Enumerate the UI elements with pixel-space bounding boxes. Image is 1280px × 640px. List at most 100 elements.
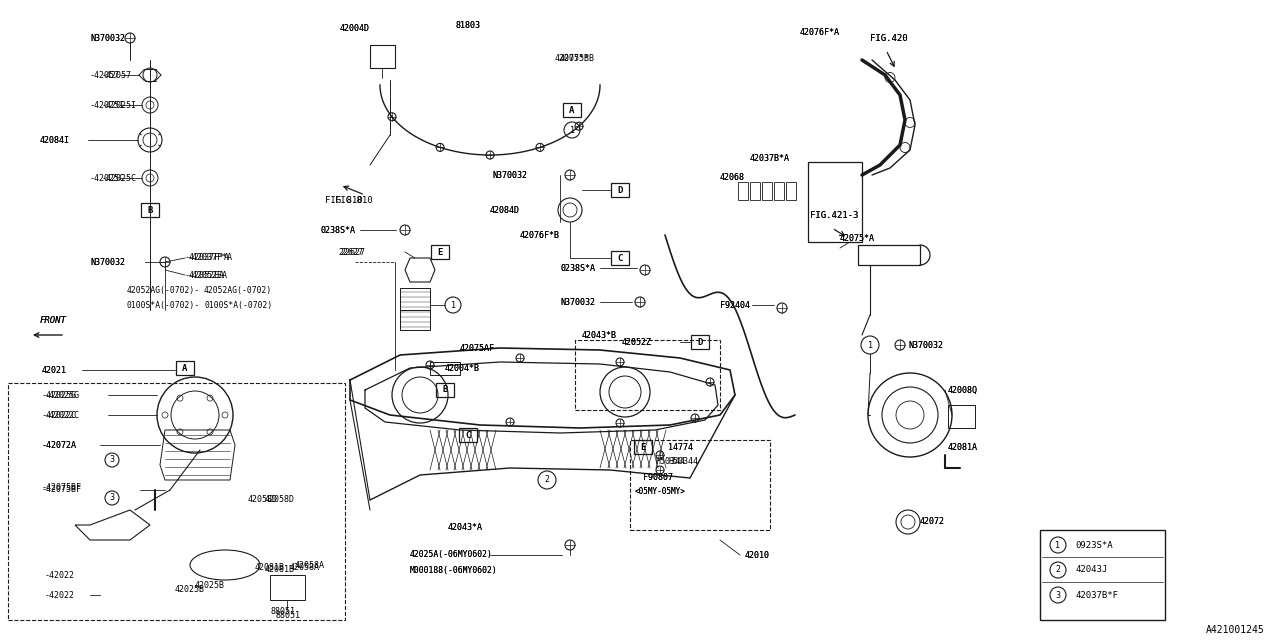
Text: 42043*B: 42043*B: [582, 330, 617, 339]
Text: 42084I: 42084I: [40, 136, 70, 145]
Text: 14774: 14774: [668, 442, 692, 451]
Text: FIG.810: FIG.810: [325, 195, 362, 205]
Text: -42075BF: -42075BF: [42, 483, 82, 493]
Text: 42043*A: 42043*A: [448, 522, 483, 531]
Text: -42022: -42022: [45, 570, 76, 579]
Text: 42076F*B: 42076F*B: [520, 230, 561, 239]
Text: -42052EA: -42052EA: [188, 271, 228, 280]
Bar: [786, 182, 796, 200]
Text: 42072: 42072: [920, 518, 945, 527]
Text: 42075AF: 42075AF: [460, 344, 495, 353]
Text: 42008Q: 42008Q: [948, 385, 978, 394]
Text: D: D: [617, 186, 622, 195]
Text: N370032: N370032: [908, 340, 943, 349]
Text: 42004*B: 42004*B: [445, 364, 480, 372]
Bar: [141, 203, 159, 217]
Text: 42037B*A: 42037B*A: [750, 154, 790, 163]
Text: F92404: F92404: [721, 301, 750, 310]
Text: 42081B: 42081B: [265, 566, 294, 575]
Bar: [762, 182, 772, 200]
Bar: [8, 383, 346, 620]
Text: 0100S*A(-0702)-: 0100S*A(-0702)-: [127, 301, 200, 310]
Text: 42052Z: 42052Z: [622, 337, 652, 346]
Text: N370032: N370032: [492, 170, 527, 179]
Text: 42075*B: 42075*B: [561, 54, 595, 63]
Text: 42081B: 42081B: [255, 563, 285, 573]
Text: -42022C: -42022C: [45, 410, 81, 419]
Text: -42052EA: -42052EA: [186, 271, 225, 280]
Text: 42081A: 42081A: [948, 444, 978, 452]
Text: N370032: N370032: [90, 33, 125, 42]
Text: 42075*A: 42075*A: [840, 234, 876, 243]
Bar: [808, 162, 861, 242]
Bar: [750, 182, 760, 200]
Text: 1: 1: [570, 125, 575, 134]
Bar: [430, 362, 460, 375]
Text: 22627: 22627: [338, 248, 364, 257]
Text: -42075BF: -42075BF: [42, 486, 82, 495]
Text: M000188(-06MY0602): M000188(-06MY0602): [410, 566, 498, 575]
Text: A: A: [182, 364, 188, 372]
Text: N370032: N370032: [90, 257, 125, 266]
Text: -42025G: -42025G: [42, 390, 77, 399]
Text: 0238S*A: 0238S*A: [320, 225, 355, 234]
Text: 88051: 88051: [275, 611, 300, 620]
Text: 42076F*A: 42076F*A: [800, 28, 840, 36]
Text: 42021: 42021: [42, 365, 67, 374]
Text: 42081A: 42081A: [948, 444, 978, 452]
Text: 42037B*F: 42037B*F: [1075, 591, 1117, 600]
Text: 42084D: 42084D: [490, 205, 520, 214]
Text: -42025I: -42025I: [102, 100, 137, 109]
Bar: [739, 182, 748, 200]
Text: 42004D: 42004D: [340, 24, 370, 33]
Text: 42084D: 42084D: [490, 205, 520, 214]
Text: -42022: -42022: [45, 591, 76, 600]
Text: E: E: [438, 248, 443, 257]
Text: 42075*B: 42075*B: [556, 54, 590, 63]
Text: 2: 2: [544, 476, 549, 484]
Bar: [370, 45, 396, 68]
Text: D: D: [698, 337, 703, 346]
Text: F90807: F90807: [643, 472, 673, 481]
Text: FRONT: FRONT: [40, 316, 67, 324]
Bar: [431, 245, 449, 259]
Text: FIG.421-3: FIG.421-3: [810, 211, 859, 220]
Text: 14774: 14774: [668, 442, 692, 451]
Text: 42004D: 42004D: [340, 24, 370, 33]
Text: 42025A(-06MY0602): 42025A(-06MY0602): [410, 550, 493, 559]
Text: H50344: H50344: [655, 458, 685, 467]
Bar: [691, 335, 709, 349]
Bar: [611, 183, 628, 197]
Text: 42076F*B: 42076F*B: [520, 230, 561, 239]
Text: FIG.420: FIG.420: [870, 33, 908, 42]
Text: 42052AG(-0702)-: 42052AG(-0702)-: [127, 285, 200, 294]
Text: A421001245: A421001245: [1206, 625, 1265, 635]
Bar: [634, 440, 652, 454]
Bar: [774, 182, 785, 200]
Text: 42058D: 42058D: [248, 495, 278, 504]
Bar: [575, 340, 721, 410]
Bar: [630, 440, 771, 530]
Text: 42004*B: 42004*B: [445, 364, 480, 372]
Text: 3: 3: [1056, 591, 1061, 600]
Text: 0238S*A: 0238S*A: [561, 264, 595, 273]
Text: 1: 1: [868, 340, 873, 349]
Text: 42068: 42068: [721, 173, 745, 182]
Text: 42084I: 42084I: [40, 136, 70, 145]
Text: 0238S*A: 0238S*A: [320, 225, 355, 234]
Text: 0923S*A: 0923S*A: [1075, 541, 1112, 550]
Text: N370032: N370032: [90, 257, 125, 266]
Text: H50344: H50344: [668, 458, 698, 467]
Text: 42052AG(-0702): 42052AG(-0702): [204, 285, 273, 294]
Text: 3: 3: [110, 456, 114, 465]
Text: -42037F*A: -42037F*A: [188, 253, 233, 262]
Text: M000188(-06MY0602): M000188(-06MY0602): [410, 566, 498, 575]
Text: FIG.810: FIG.810: [335, 195, 372, 205]
Text: -42072A: -42072A: [42, 440, 77, 449]
Bar: [401, 310, 430, 330]
Text: 42043*B: 42043*B: [582, 330, 617, 339]
Text: -42025C: -42025C: [102, 173, 137, 182]
Text: B: B: [443, 385, 448, 394]
Text: 42058D: 42058D: [265, 495, 294, 504]
Bar: [401, 288, 430, 310]
